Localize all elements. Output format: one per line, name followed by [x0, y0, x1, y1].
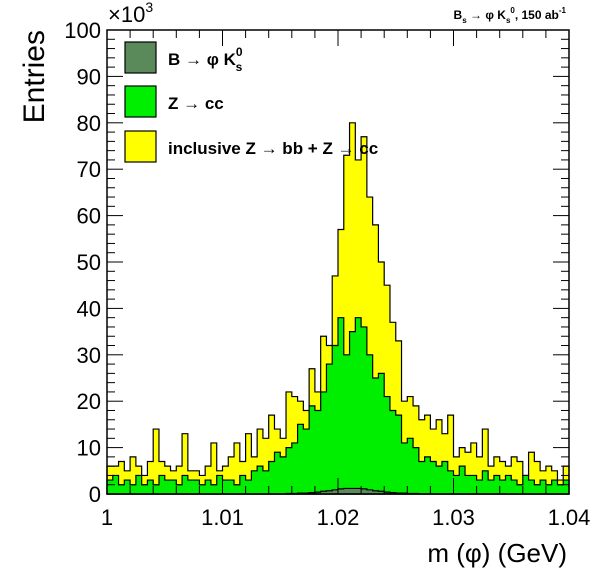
x-tick-label: 1.03	[432, 505, 475, 530]
y-tick-label: 0	[89, 482, 101, 507]
legend-swatch-signal	[124, 41, 157, 74]
axis-tick-labels: 0 10 20 30 40 50 60 70 80 90 100 1 1.01 1.02 1.03 1.04	[64, 18, 590, 530]
histogram-layer	[106, 122, 570, 495]
y-tick-label: 70	[77, 157, 101, 182]
y-tick-label: 10	[77, 436, 101, 461]
y-tick-label: 60	[77, 204, 101, 229]
y-tick-label: 80	[77, 111, 101, 136]
legend-swatch-inclusive	[124, 130, 157, 163]
x-tick-label: 1.02	[317, 505, 360, 530]
inclusive-histogram	[106, 122, 570, 495]
y-tick-label: 20	[77, 389, 101, 414]
x-axis-label: m (φ) (GeV)	[427, 538, 567, 568]
sample-header-label: Bs​ → φ Ks​0​, 150 ab-1​	[454, 6, 567, 25]
legend: B → φ K0 s Z → cc inclusive Z → bb + Z → cc	[124, 41, 378, 163]
x-tick-label: 1	[101, 505, 113, 530]
y-axis-label: Entries	[18, 30, 51, 123]
y-tick-label: 40	[77, 296, 101, 321]
legend-label-zcc: Z → cc	[168, 94, 224, 113]
y-tick-label: 50	[77, 250, 101, 275]
x-tick-label: 1.04	[548, 505, 591, 530]
legend-swatch-zcc	[124, 85, 157, 118]
y-tick-label: 30	[77, 343, 101, 368]
y-axis-multiplier: ×103	[108, 0, 153, 27]
x-tick-label: 1.01	[201, 505, 244, 530]
y-tick-label: 90	[77, 64, 101, 89]
legend-label-inclusive: inclusive Z → bb + Z → cc	[168, 139, 378, 158]
axis-ticks	[106, 29, 570, 495]
zcc-histogram	[106, 317, 570, 495]
legend-label-signal: B → φ K0 s	[168, 45, 243, 74]
y-tick-label: 100	[64, 18, 101, 43]
